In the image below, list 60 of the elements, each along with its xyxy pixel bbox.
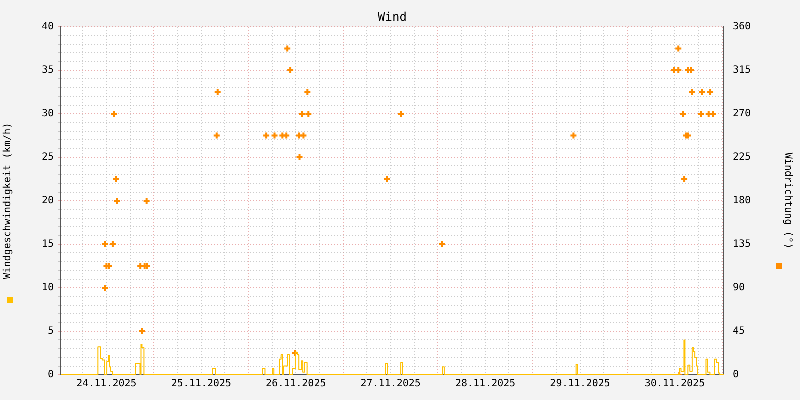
y-tick-label: 25 bbox=[42, 152, 54, 164]
y2-tick-label: 45 bbox=[733, 326, 746, 338]
point bbox=[212, 132, 221, 140]
x-tick-label: 26.11.2025 bbox=[266, 378, 326, 390]
point bbox=[296, 154, 304, 162]
y-tick-label: 10 bbox=[42, 282, 54, 294]
point bbox=[304, 110, 313, 118]
point bbox=[674, 44, 683, 53]
point bbox=[112, 175, 120, 184]
y2-tick-label: 270 bbox=[733, 108, 752, 120]
point bbox=[138, 328, 146, 336]
point bbox=[438, 240, 446, 248]
y2-tick-label: 180 bbox=[733, 196, 752, 207]
x-tick-label: 27.11.2025 bbox=[360, 378, 421, 390]
x-tick-label: 25.11.2025 bbox=[171, 378, 232, 390]
point bbox=[113, 197, 122, 205]
y2-tick-label: 225 bbox=[733, 152, 752, 164]
y-tick-label: 30 bbox=[42, 108, 54, 120]
x-tick-label: 29.11.2025 bbox=[550, 378, 610, 390]
y-tick-label: 35 bbox=[42, 65, 54, 76]
x-tick-label: 24.11.2025 bbox=[76, 378, 137, 390]
point bbox=[298, 110, 306, 118]
point bbox=[262, 132, 271, 140]
point bbox=[101, 284, 110, 292]
point bbox=[270, 132, 279, 140]
y-tick-label: 0 bbox=[48, 370, 54, 381]
point bbox=[284, 44, 292, 53]
y-tick-label: 20 bbox=[42, 196, 54, 207]
point bbox=[698, 88, 706, 96]
y2-axis-title: Windrichtung (°) bbox=[782, 152, 794, 250]
y-tick-label: 5 bbox=[48, 326, 54, 338]
point bbox=[286, 66, 295, 74]
point bbox=[142, 197, 151, 205]
point bbox=[101, 240, 110, 248]
y2-tick-label: 360 bbox=[733, 22, 752, 33]
point bbox=[282, 132, 291, 140]
point bbox=[706, 88, 715, 96]
point bbox=[397, 110, 406, 118]
point bbox=[688, 88, 696, 96]
point bbox=[680, 175, 689, 184]
point bbox=[304, 88, 312, 96]
point bbox=[383, 175, 392, 184]
point bbox=[679, 110, 688, 118]
point bbox=[291, 349, 300, 358]
y2-tick-label: 90 bbox=[733, 282, 746, 294]
point bbox=[214, 88, 222, 96]
y2-tick-label: 0 bbox=[733, 370, 740, 381]
point bbox=[697, 110, 706, 118]
point bbox=[136, 262, 145, 270]
point bbox=[108, 240, 117, 248]
x-tick-label: 28.11.2025 bbox=[455, 378, 516, 390]
y-axis-title: Windgeschwindigkeit (km/h) bbox=[2, 122, 14, 280]
point bbox=[570, 132, 578, 140]
y2-tick-label: 135 bbox=[733, 239, 752, 250]
y2-tick-label: 315 bbox=[733, 65, 752, 76]
chart-title: Wind bbox=[378, 10, 407, 24]
x-tick-label: 30.11.2025 bbox=[644, 378, 706, 390]
point bbox=[110, 110, 118, 118]
y-tick-label: 40 bbox=[42, 22, 54, 33]
y-tick-label: 15 bbox=[42, 239, 54, 250]
